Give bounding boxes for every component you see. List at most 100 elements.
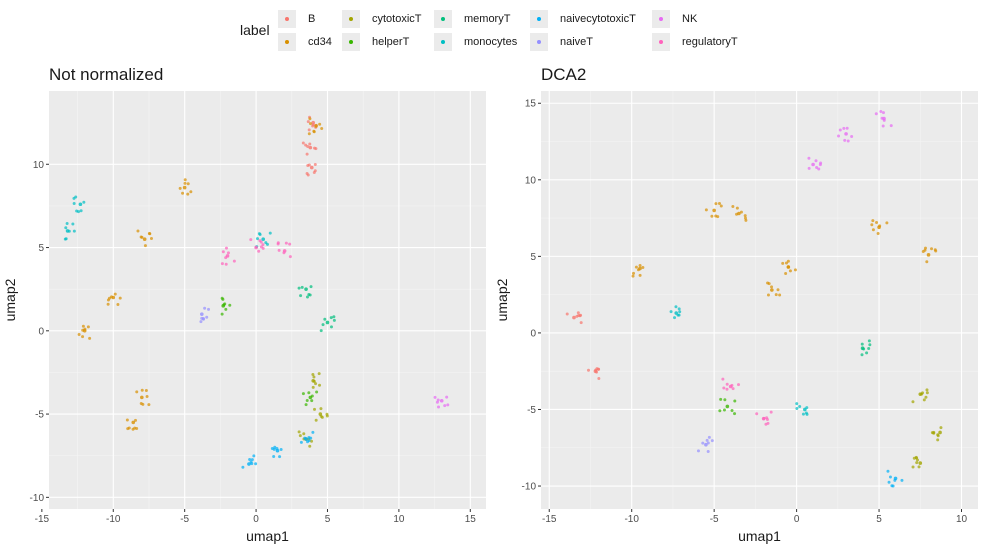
legend-key <box>342 10 360 28</box>
legend-label: naiveT <box>560 36 594 48</box>
data-point <box>307 128 311 132</box>
point-cluster <box>807 109 893 171</box>
x-tick-label: 0 <box>253 514 259 525</box>
data-point <box>762 416 766 420</box>
data-point <box>131 420 136 425</box>
data-point <box>915 461 919 465</box>
legend-key <box>530 33 548 51</box>
data-point <box>259 245 263 249</box>
data-point <box>64 237 68 241</box>
point-cluster <box>886 469 904 488</box>
data-point <box>641 265 645 269</box>
data-point <box>446 403 450 407</box>
data-point <box>718 409 722 413</box>
legend-swatch <box>349 17 353 21</box>
data-point <box>313 407 317 411</box>
data-point <box>631 274 635 278</box>
point-cluster <box>199 306 211 324</box>
data-point <box>332 318 336 322</box>
data-point <box>307 132 311 136</box>
data-point <box>911 400 915 404</box>
data-point <box>893 478 897 482</box>
data-point <box>76 210 80 214</box>
data-point <box>248 458 252 462</box>
data-point <box>135 426 139 430</box>
data-point <box>82 200 86 204</box>
data-point <box>308 117 312 121</box>
data-point <box>766 293 770 297</box>
data-point <box>307 163 311 167</box>
data-point <box>297 430 301 434</box>
data-point <box>261 243 265 247</box>
legend-label: helperT <box>372 36 410 48</box>
data-point <box>306 120 310 124</box>
point-cluster <box>220 296 319 407</box>
data-point <box>284 241 288 245</box>
data-point <box>885 221 889 225</box>
data-point <box>597 377 601 381</box>
data-point <box>252 454 256 458</box>
data-point <box>730 409 734 413</box>
data-point <box>704 442 708 447</box>
data-point <box>64 226 68 230</box>
data-point <box>811 162 815 167</box>
data-point <box>565 312 569 316</box>
data-point <box>254 245 258 250</box>
legend-swatch <box>659 40 663 44</box>
data-point <box>325 320 330 325</box>
data-point <box>310 439 314 443</box>
data-point <box>261 237 266 242</box>
data-point <box>867 346 871 350</box>
data-point <box>182 185 187 190</box>
data-point <box>433 395 437 399</box>
data-point <box>911 465 915 469</box>
data-point <box>288 242 292 246</box>
x-axis-title: umap1 <box>738 528 781 544</box>
data-point <box>586 368 590 372</box>
data-point <box>314 382 318 386</box>
x-tick-label: 0 <box>794 514 800 525</box>
point-cluster <box>669 305 809 416</box>
data-point <box>712 208 716 213</box>
data-point <box>807 166 811 170</box>
data-point <box>862 347 866 351</box>
data-point <box>595 370 599 374</box>
y-tick-label: -5 <box>527 405 536 416</box>
data-point <box>186 192 190 196</box>
data-point <box>818 163 822 167</box>
x-tick-label: 10 <box>956 514 968 525</box>
data-point <box>714 202 718 206</box>
data-point <box>793 268 797 272</box>
data-point <box>136 229 140 233</box>
data-point <box>200 312 204 316</box>
point-cluster <box>77 117 324 431</box>
data-point <box>319 407 323 411</box>
data-point <box>770 285 774 289</box>
data-point <box>706 450 710 454</box>
data-point <box>723 398 727 402</box>
data-point <box>221 250 225 254</box>
data-point <box>311 430 315 434</box>
x-axis-title: umap1 <box>246 528 289 544</box>
data-point <box>249 238 253 242</box>
data-point <box>250 462 254 466</box>
data-point <box>776 288 780 292</box>
data-point <box>786 259 790 263</box>
legend-label: naivecytotoxicT <box>560 13 636 25</box>
data-point <box>801 412 805 416</box>
data-point <box>788 269 792 273</box>
data-point <box>930 247 934 251</box>
data-point <box>701 441 705 445</box>
data-point <box>86 325 90 329</box>
data-point <box>279 447 283 451</box>
data-point <box>881 111 885 115</box>
y-tick-label: 5 <box>38 243 44 254</box>
data-point <box>142 237 147 242</box>
data-point <box>320 127 324 131</box>
data-point <box>860 342 864 346</box>
data-point <box>936 433 940 437</box>
data-point <box>934 249 938 253</box>
legend-swatch <box>441 40 445 44</box>
data-point <box>309 285 313 289</box>
data-point <box>65 222 69 226</box>
